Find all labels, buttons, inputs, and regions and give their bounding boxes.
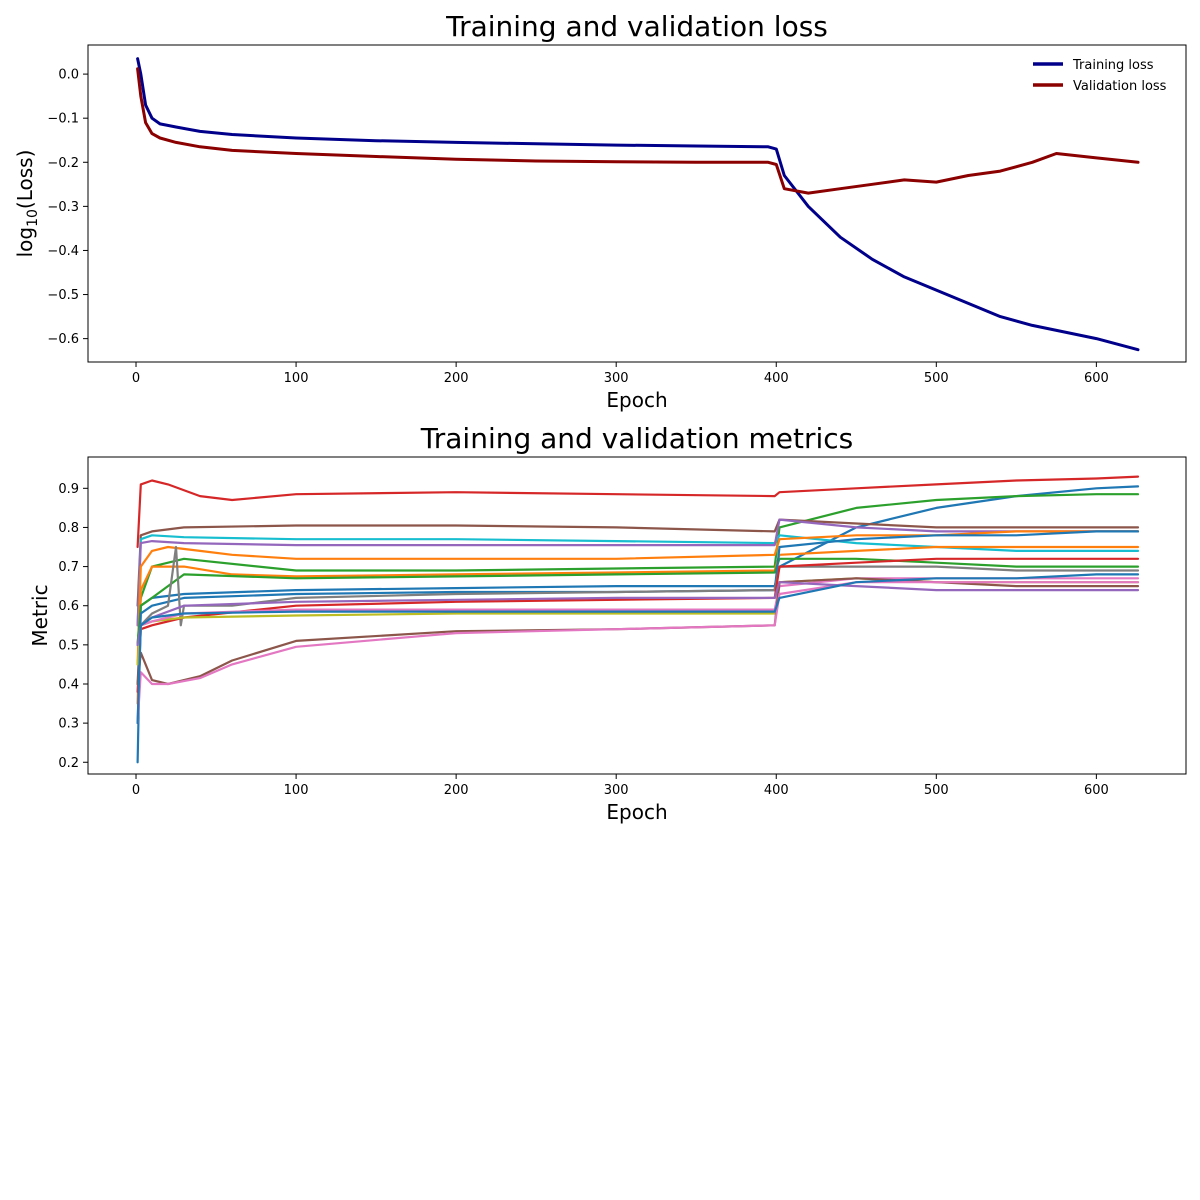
x-tick-label: 100 (284, 783, 309, 798)
series-line-3 (136, 493, 1140, 647)
y-tick-label: 0.3 (58, 717, 79, 732)
series-line-1 (136, 57, 1140, 352)
series-line-4 (136, 518, 1140, 607)
legend-label: Training loss (1072, 58, 1154, 73)
legend-label: Validation loss (1073, 79, 1167, 94)
legend: Training loss Validation loss (1033, 58, 1167, 94)
x-tick-label: 0 (132, 783, 140, 798)
y-tick-label: 0.0 (58, 68, 79, 83)
y-tick-label: 0.8 (58, 521, 79, 536)
x-tick-label: 500 (924, 371, 949, 386)
series-line-9 (136, 557, 1140, 647)
x-tick-label: 500 (924, 783, 949, 798)
y-tick-label: 0.6 (58, 599, 79, 614)
y-tick-label: −0.3 (47, 200, 79, 215)
y-tick-label: 0.5 (58, 638, 79, 653)
x-tick-label: 200 (444, 783, 469, 798)
x-tick-label: 600 (1084, 783, 1109, 798)
series-line-5 (136, 534, 1140, 627)
x-tick-label: 100 (284, 371, 309, 386)
series-line-7 (136, 530, 1140, 666)
x-tick-label: 400 (764, 371, 789, 386)
series-line-2 (136, 475, 1140, 549)
x-tick-label: 400 (764, 783, 789, 798)
y-tick-label: −0.2 (47, 156, 79, 171)
series-line-2 (136, 67, 1140, 195)
series-line-16 (136, 581, 1140, 725)
x-axis-title: Epoch (606, 800, 667, 824)
series-line-1 (136, 485, 1140, 764)
y-tick-label: −0.6 (47, 332, 79, 347)
y-tick-label: 0.2 (58, 756, 79, 771)
plot-area (136, 57, 1140, 352)
series-line-11 (136, 545, 1140, 647)
y-tick-label: −0.4 (47, 244, 79, 259)
y-tick-label: −0.1 (47, 112, 79, 127)
y-axis-title: Metric (28, 584, 52, 646)
series-line-8 (136, 545, 1140, 705)
y-tick-label: 0.4 (58, 677, 79, 692)
x-tick-label: 300 (604, 783, 629, 798)
y-tick-label: 0.9 (58, 482, 79, 497)
chart-panel-1: 0 100 200 300 400 500 600 0.0 −0.1 −0.2 −0.3 −0.4 −0… (13, 10, 1187, 412)
y-tick-label: 0.7 (58, 560, 79, 575)
x-axis-title: Epoch (606, 388, 667, 412)
x-tick-label: 0 (132, 371, 140, 386)
series-line-17 (136, 581, 1140, 647)
x-tick-label: 200 (444, 371, 469, 386)
chart-panel-2: 0 100 200 300 400 500 600 0.2 0.3 0.4 0.5 0.6 0.7 0.8… (28, 422, 1187, 824)
plot-area (136, 475, 1140, 764)
series-line-10 (136, 530, 1140, 686)
axes-frame (87, 456, 1187, 775)
axes-frame (87, 44, 1187, 363)
series-line-18 (136, 573, 1140, 725)
chart-title: Training and validation loss (445, 10, 828, 43)
x-tick-label: 600 (1084, 371, 1109, 386)
y-axis-title: log10(Loss) (13, 150, 41, 258)
chart-title: Training and validation metrics (420, 422, 853, 455)
x-tick-label: 300 (604, 371, 629, 386)
y-tick-label: −0.5 (47, 288, 79, 303)
